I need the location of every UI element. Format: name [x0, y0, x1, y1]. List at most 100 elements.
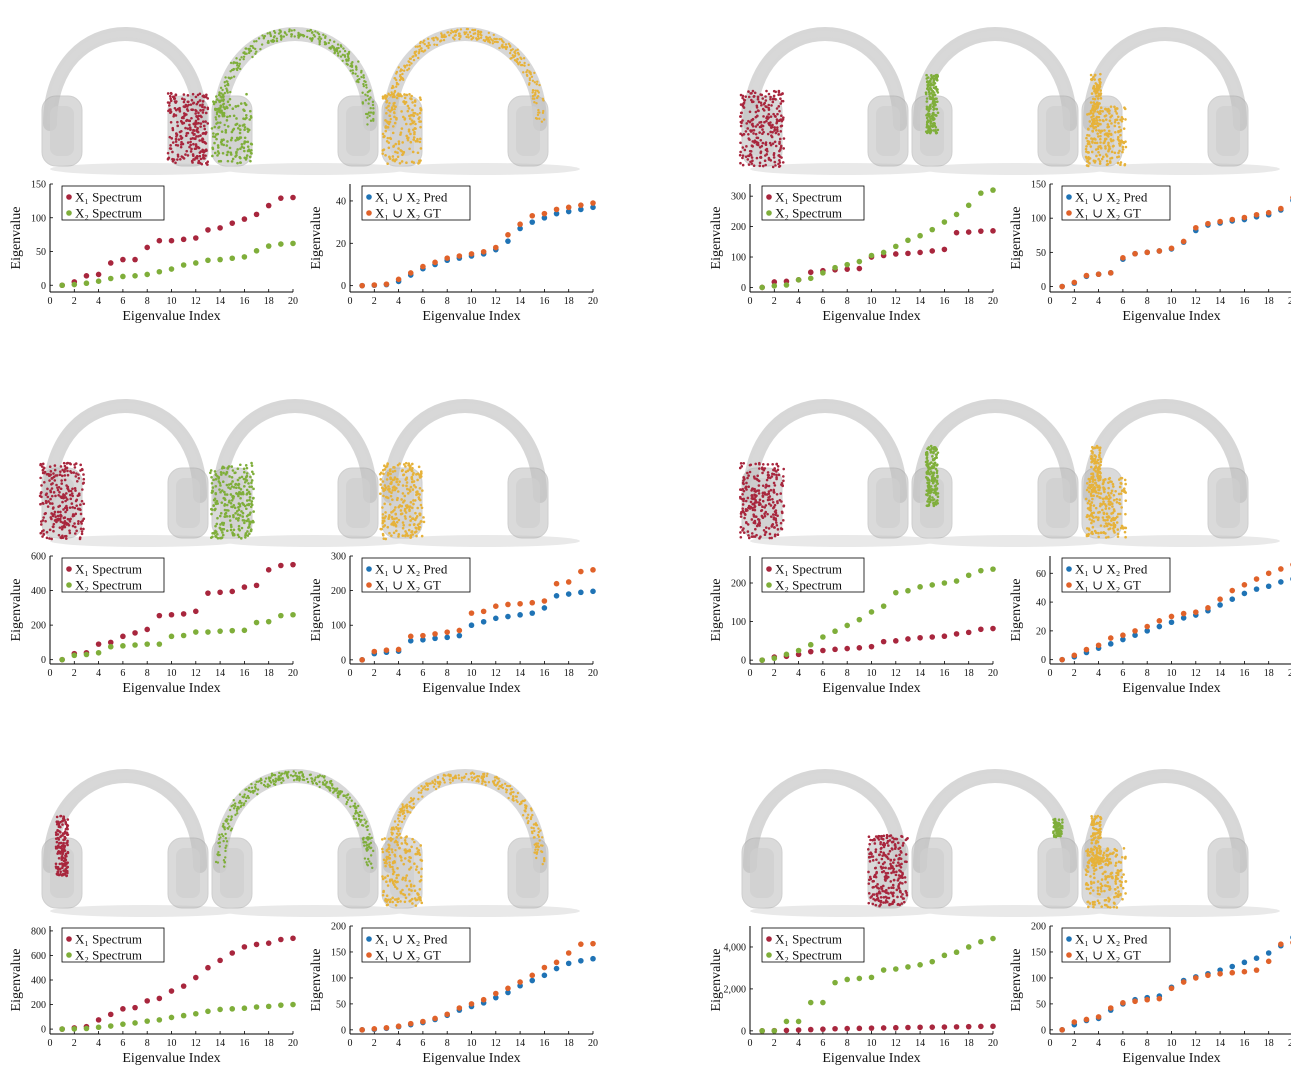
x-tick-label: 6 — [120, 296, 125, 307]
data-point — [254, 212, 260, 218]
data-point — [954, 578, 960, 584]
data-point — [217, 257, 223, 263]
data-point — [1169, 245, 1175, 251]
data-point — [1278, 941, 1284, 947]
data-point — [796, 1027, 802, 1033]
data-point — [254, 583, 260, 589]
data-point — [384, 647, 390, 653]
data-point — [942, 633, 948, 639]
legend-marker — [766, 566, 772, 572]
legend-entry: X₁ ∪ X₂ Pred — [1075, 932, 1148, 947]
data-point — [966, 630, 972, 636]
data-point — [929, 1024, 935, 1030]
legend-entry: X₁ ∪ X₂ GT — [375, 578, 441, 593]
data-point — [1254, 212, 1260, 218]
x-axis-label: Eigenvalue Index — [1122, 309, 1220, 324]
x-tick-label: 6 — [120, 1038, 125, 1049]
data-point — [481, 619, 487, 625]
data-point — [917, 635, 923, 641]
data-point — [84, 273, 90, 279]
data-point — [905, 964, 911, 970]
x-tick-label: 8 — [145, 668, 150, 679]
x-tick-label: 16 — [539, 1038, 549, 1049]
data-point — [132, 630, 138, 636]
data-point — [72, 653, 78, 659]
data-point — [408, 1021, 414, 1027]
data-point — [590, 567, 596, 573]
x-tick-label: 14 — [1215, 668, 1225, 679]
x-tick-label: 0 — [348, 296, 353, 307]
x-tick-label: 2 — [1072, 1038, 1077, 1049]
data-point — [193, 235, 199, 241]
x-tick-label: 18 — [964, 668, 974, 679]
illustration-r2c2 — [720, 374, 1280, 554]
data-point — [1242, 960, 1248, 966]
x-tick-label: 2 — [772, 1038, 777, 1049]
data-point — [290, 935, 296, 941]
x-tick-label: 20 — [288, 296, 298, 307]
data-point — [205, 629, 211, 635]
data-point — [457, 628, 463, 634]
series-points — [59, 1002, 295, 1032]
x-tick-label: 18 — [964, 296, 974, 307]
data-point — [820, 270, 826, 276]
x-tick-label: 10 — [1167, 668, 1177, 679]
ground-shadow — [920, 905, 1110, 917]
legend-marker — [1066, 210, 1072, 216]
y-tick-label: 0 — [741, 656, 746, 667]
y-tick-label: 40 — [336, 196, 346, 207]
data-point — [229, 589, 235, 595]
data-point — [242, 944, 248, 950]
legend-marker — [366, 566, 372, 572]
x-tick-label: 10 — [1167, 1038, 1177, 1049]
data-point — [1229, 217, 1235, 223]
headphone-illustration — [1082, 776, 1280, 917]
data-point — [1096, 1014, 1102, 1020]
data-point — [759, 1028, 765, 1034]
legend-marker — [366, 582, 372, 588]
data-point — [954, 1024, 960, 1030]
data-point — [784, 1019, 790, 1025]
data-point — [954, 230, 960, 236]
data-point — [990, 936, 996, 942]
y-tick-label: 0 — [41, 1025, 46, 1036]
x-tick-label: 20 — [288, 1038, 298, 1049]
data-point — [1181, 979, 1187, 985]
x-tick-label: 18 — [1264, 668, 1274, 679]
series-points — [759, 228, 995, 290]
legend-marker — [766, 952, 772, 958]
legend-entry: X₂ Spectrum — [775, 206, 842, 221]
data-point — [96, 278, 102, 284]
data-point — [420, 1019, 426, 1025]
data-point — [917, 1024, 923, 1030]
legend-entry: X₂ Spectrum — [75, 206, 142, 221]
data-point — [205, 590, 211, 596]
data-point — [157, 1017, 163, 1023]
data-point — [217, 589, 223, 595]
data-point — [229, 220, 235, 226]
data-point — [1229, 596, 1235, 602]
x-tick-label: 12 — [491, 668, 501, 679]
data-point — [869, 609, 875, 615]
data-point — [157, 238, 163, 244]
data-point — [1144, 997, 1150, 1003]
data-point — [529, 973, 535, 979]
data-point — [1120, 255, 1126, 261]
data-point — [1059, 657, 1065, 663]
data-point — [266, 940, 272, 946]
data-point — [1254, 576, 1260, 582]
data-point — [266, 203, 272, 209]
data-point — [229, 628, 235, 634]
data-point — [966, 572, 972, 578]
x-tick-label: 16 — [539, 668, 549, 679]
legend-entry: X₁ ∪ X₂ GT — [1075, 948, 1141, 963]
data-point — [408, 270, 414, 276]
data-point — [578, 958, 584, 964]
data-point — [72, 282, 78, 288]
x-axis-label: Eigenvalue Index — [122, 681, 220, 696]
data-point — [59, 657, 65, 663]
data-point — [278, 613, 284, 619]
